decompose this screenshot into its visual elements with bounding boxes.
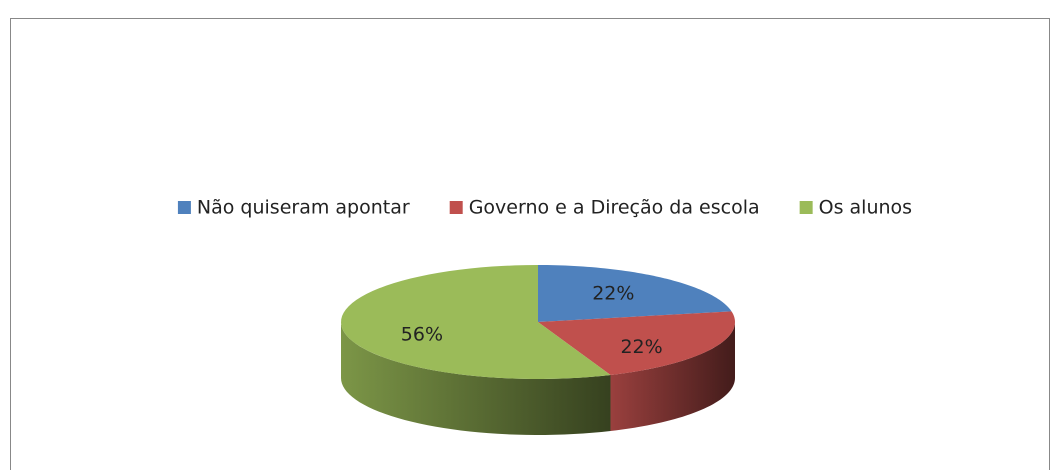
- data-label: 56%: [401, 324, 443, 346]
- legend-swatch: [449, 201, 463, 214]
- legend-label: Não quiseram apontar: [197, 197, 410, 219]
- legend-swatch: [799, 201, 813, 214]
- pie-slice-side: [610, 322, 735, 431]
- legend-swatch: [177, 201, 191, 214]
- data-label: 22%: [620, 336, 662, 358]
- data-label: 22%: [592, 283, 634, 305]
- pie-slice-side: [341, 322, 611, 435]
- legend-label: Os alunos: [819, 197, 912, 219]
- pie-slice: [538, 311, 735, 375]
- legend-label: Governo e a Direção da escola: [469, 197, 760, 219]
- pie-slice: [538, 265, 732, 322]
- pie-slice: [341, 265, 611, 379]
